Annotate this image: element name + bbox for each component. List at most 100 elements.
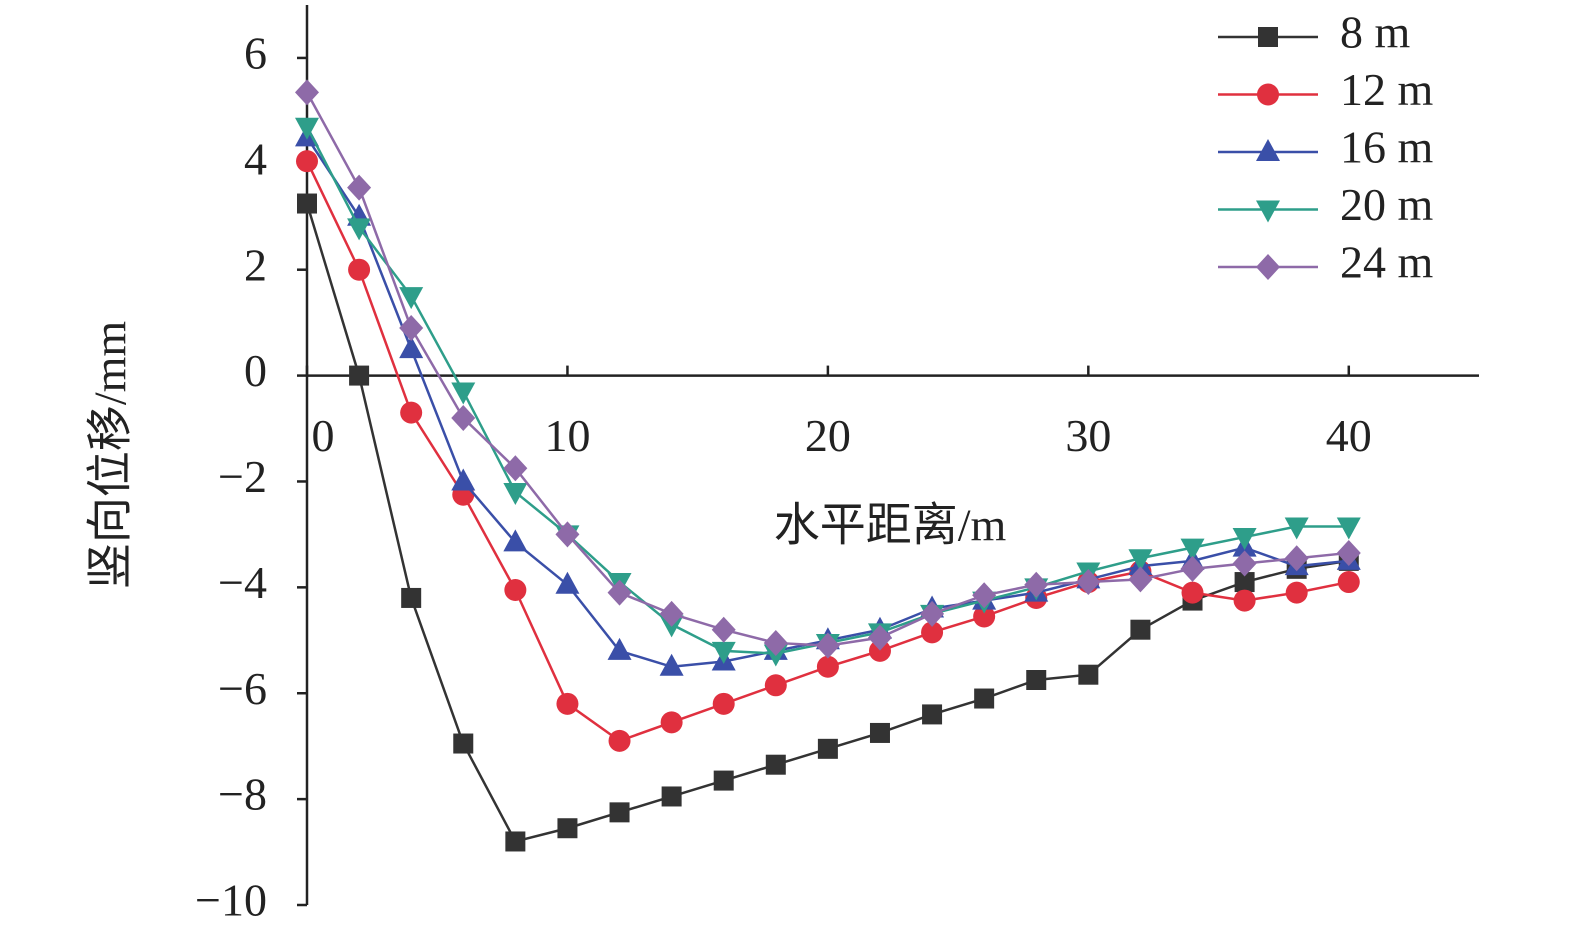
point [1078, 664, 1099, 685]
legend-label: 16 m [1340, 122, 1434, 173]
point [1180, 538, 1205, 561]
point [1234, 572, 1255, 593]
point [711, 641, 736, 664]
point [451, 382, 476, 405]
point [765, 754, 786, 775]
point [555, 521, 580, 548]
point [1284, 545, 1309, 572]
y-axis-label: 竖向位移/mm [85, 321, 136, 590]
point [1026, 670, 1047, 690]
point [659, 653, 684, 676]
point [922, 704, 943, 725]
point [972, 582, 997, 609]
y-tick-label: −4 [218, 557, 267, 608]
y-tick-label: −8 [218, 769, 267, 820]
point [921, 621, 944, 644]
point [713, 770, 734, 791]
point [816, 655, 839, 678]
point [868, 639, 891, 662]
point [1285, 581, 1308, 604]
point [347, 218, 372, 241]
point [608, 729, 631, 752]
point [1024, 571, 1049, 598]
legend-marker [1258, 27, 1278, 47]
point [1181, 581, 1204, 604]
point [1233, 589, 1256, 612]
legend-marker [1257, 83, 1279, 106]
point [764, 674, 787, 697]
point [503, 529, 528, 552]
point [297, 193, 317, 214]
x-axis-label: 水平距离/m [774, 500, 1007, 551]
point [556, 692, 579, 715]
point [763, 629, 788, 656]
y-tick-label: 2 [244, 239, 267, 290]
y-tick-label: −10 [195, 875, 267, 926]
point [504, 579, 527, 601]
point [1128, 566, 1153, 593]
point [503, 483, 528, 506]
point [1336, 539, 1361, 566]
point [660, 711, 683, 734]
point [347, 174, 372, 201]
point [869, 722, 890, 743]
point [1337, 571, 1360, 594]
point [505, 831, 526, 852]
point [296, 150, 318, 173]
y-tick-label: 4 [244, 133, 267, 184]
legend-label: 20 m [1340, 179, 1434, 230]
point [920, 600, 945, 627]
point [348, 258, 371, 281]
x-tick-label: 30 [1065, 410, 1111, 461]
legend-marker [1256, 200, 1280, 223]
point [712, 692, 735, 715]
point [400, 401, 423, 424]
point [1076, 569, 1101, 596]
y-tick-label: 6 [244, 28, 267, 79]
point [1180, 555, 1205, 582]
point [815, 632, 840, 659]
point [349, 365, 370, 386]
point [609, 802, 630, 823]
point [817, 738, 838, 759]
point [295, 79, 319, 106]
point [659, 600, 684, 627]
point [1232, 528, 1257, 551]
x-tick-label: 40 [1326, 410, 1372, 461]
legend-marker [1256, 254, 1280, 280]
point [1232, 550, 1257, 577]
point [661, 786, 682, 807]
y-tick-label: −2 [218, 451, 267, 502]
point [867, 624, 892, 651]
y-tick-label: −6 [218, 663, 267, 714]
point [399, 336, 424, 359]
point [607, 579, 632, 606]
point [399, 287, 424, 310]
point [1284, 517, 1309, 540]
point [555, 571, 580, 594]
point [451, 404, 476, 431]
point [295, 117, 319, 140]
point [974, 688, 995, 709]
point [401, 587, 422, 608]
legend-label: 8 m [1340, 7, 1411, 58]
x-tick-label: 0 [312, 410, 335, 461]
point [973, 605, 996, 628]
y-tick-label: 0 [244, 345, 267, 396]
point [607, 637, 632, 660]
point [451, 468, 476, 491]
point [1128, 549, 1153, 572]
point [1130, 619, 1151, 640]
point [711, 616, 736, 643]
legend-label: 12 m [1340, 64, 1434, 115]
point [399, 314, 424, 341]
legend-label: 24 m [1340, 237, 1434, 288]
point [1336, 517, 1361, 540]
point [453, 733, 474, 754]
point [557, 818, 578, 839]
x-tick-label: 10 [544, 410, 590, 461]
x-tick-label: 20 [805, 410, 851, 461]
point [503, 455, 528, 482]
legend-marker [1256, 139, 1280, 161]
